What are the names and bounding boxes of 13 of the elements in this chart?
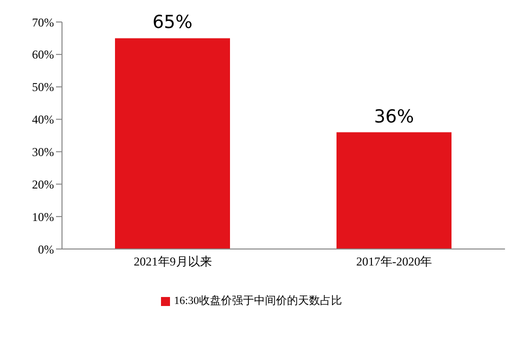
- y-tick-label: 70%: [32, 15, 54, 30]
- y-tick-label: 40%: [32, 112, 54, 127]
- y-tick-label: 0%: [38, 242, 54, 256]
- y-tick-label: 20%: [32, 177, 54, 192]
- y-tick-label: 50%: [32, 80, 54, 94]
- x-tick-label: 2017年-2020年: [356, 254, 432, 269]
- y-tick-label: 30%: [32, 144, 54, 159]
- x-tick-label: 2021年9月以来: [134, 254, 212, 269]
- legend-label: 16:30收盘价强于中间价的天数占比: [174, 295, 342, 307]
- y-tick-label: 60%: [32, 48, 54, 62]
- data-label: 36%: [374, 106, 414, 128]
- data-label: 65%: [152, 12, 193, 34]
- y-tick-label: 10%: [32, 210, 54, 224]
